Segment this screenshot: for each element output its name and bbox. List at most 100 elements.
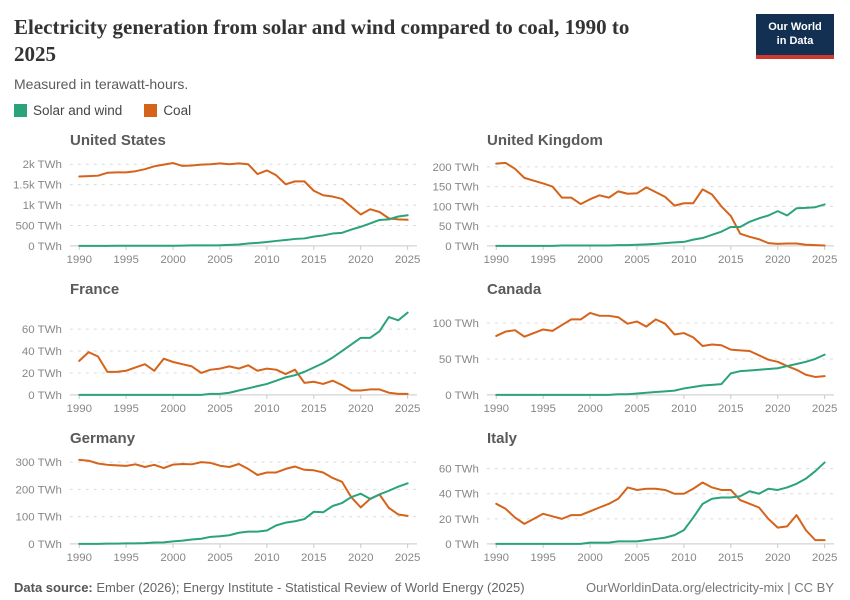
x-axis-label: 2005 (207, 551, 233, 563)
coal-line (78, 161, 409, 221)
chart-svg-germany: 0 TWh 100 TWh 200 TWh 300 TWh 1990 1995 2000 20… (16, 457, 421, 564)
chart-panel-canada: Canada 0 TWh 50 TWh 100 TWh 1990 1995 2000 200… (431, 277, 840, 423)
x-axis-label: 1995 (530, 253, 556, 265)
x-axis-label: 1990 (483, 551, 509, 563)
y-axis-label: 0 TWh (28, 241, 62, 253)
owid-logo[interactable]: Our World in Data (756, 14, 834, 59)
data-source-text: Data source: Ember (2026); Energy Instit… (14, 579, 525, 595)
y-axis-label: 20 TWh (22, 368, 62, 380)
x-axis-label: 2000 (577, 551, 603, 563)
y-axis-label: 150 TWh (433, 181, 479, 193)
chart-panel-united-kingdom: United Kingdom 0 TWh 50 TWh 100 TWh 150 TWh… (431, 128, 840, 274)
y-axis-label: 100 TWh (433, 318, 479, 330)
solar-wind-line (78, 311, 409, 396)
x-axis-label: 2015 (718, 551, 744, 563)
y-axis-label: 200 TWh (433, 161, 479, 173)
chart-subtitle: Measured in terawatt-hours. (14, 75, 189, 92)
chart-panel-france: France 0 TWh 20 TWh 40 TWh 60 TWh 1990 1995 20… (14, 277, 423, 423)
x-axis-label: 2010 (254, 253, 280, 265)
y-axis-label: 40 TWh (439, 488, 479, 500)
owid-url-link[interactable]: OurWorldinData.org/electricity-mix | CC … (585, 579, 834, 595)
x-axis-label: 1995 (530, 402, 556, 414)
panel-title-united-states: United States (70, 131, 166, 149)
y-axis-label: 2k TWh (23, 159, 62, 171)
chart-svg-united-states: 0 TWh 500 TWh 1k TWh 1.5k TWh 2k TWh 1990 1995… (14, 159, 421, 266)
x-axis-label: 1990 (66, 253, 92, 265)
y-axis-label: 1.5k TWh (14, 179, 62, 191)
y-axis-label: 100 TWh (16, 511, 62, 523)
y-axis-label: 0 TWh (445, 390, 479, 402)
x-axis-label: 2020 (348, 551, 374, 563)
owid-logo-line2: in Data (776, 35, 814, 47)
x-axis-label: 2020 (348, 253, 374, 265)
x-axis-label: 2015 (301, 253, 327, 265)
x-axis-label: 2010 (254, 551, 280, 563)
x-axis-label: 2000 (577, 253, 603, 265)
x-axis-label: 2015 (301, 551, 327, 563)
chart-svg-canada: 0 TWh 50 TWh 100 TWh 1990 1995 2000 2005 2010 20… (433, 311, 838, 414)
y-axis-label: 0 TWh (28, 390, 62, 402)
small-multiples-grid: United States 0 TWh 500 TWh 1k TWh 1.5k TWh… (14, 128, 837, 572)
x-axis-label: 2020 (765, 551, 791, 563)
x-axis-label: 2010 (254, 402, 280, 414)
x-axis-label: 2005 (624, 253, 650, 265)
x-axis-label: 2025 (395, 551, 421, 563)
x-axis-label: 1995 (113, 551, 139, 563)
solar-wind-line (495, 353, 826, 396)
coal-line (78, 458, 409, 517)
x-axis-label: 2020 (765, 253, 791, 265)
footer: Data source: Ember (2026); Energy Instit… (14, 580, 834, 595)
x-axis-label: 1990 (66, 402, 92, 414)
solar-wind-line (495, 461, 826, 545)
x-axis-label: 2000 (160, 402, 186, 414)
y-axis-label: 60 TWh (439, 463, 479, 475)
x-axis-label: 2025 (812, 253, 838, 265)
legend: Solar and wind Coal (14, 103, 834, 118)
panel-title-france: France (70, 280, 120, 298)
chart-svg-italy: 0 TWh 20 TWh 40 TWh 60 TWh 1990 1995 2000 2005 2… (439, 461, 838, 563)
x-axis-label: 2005 (624, 402, 650, 414)
coal-line (495, 161, 826, 247)
x-axis-label: 1990 (483, 402, 509, 414)
y-axis-label: 50 TWh (439, 221, 479, 233)
legend-label-coal: Coal (163, 102, 192, 118)
x-axis-label: 2000 (160, 253, 186, 265)
panel-title-germany: Germany (70, 429, 136, 447)
page-title: Electricity generation from solar and wi… (14, 15, 630, 67)
chart-panel-united-states: United States 0 TWh 500 TWh 1k TWh 1.5k TWh… (14, 128, 423, 274)
x-axis-label: 1995 (113, 253, 139, 265)
x-axis-label: 2000 (577, 402, 603, 414)
y-axis-label: 50 TWh (439, 354, 479, 366)
coal-swatch-icon (144, 103, 158, 117)
legend-item-coal: Coal (144, 103, 191, 118)
x-axis-label: 2010 (671, 402, 697, 414)
x-axis-label: 2020 (348, 402, 374, 414)
y-axis-label: 500 TWh (16, 220, 62, 232)
chart-panel-italy: Italy 0 TWh 20 TWh 40 TWh 60 TWh 1990 1995 200… (431, 426, 840, 572)
y-axis-label: 300 TWh (16, 457, 62, 469)
panel-title-united-kingdom: United Kingdom (487, 131, 603, 149)
x-axis-label: 2025 (395, 402, 421, 414)
x-axis-label: 2015 (301, 402, 327, 414)
chart-svg-france: 0 TWh 20 TWh 40 TWh 60 TWh 1990 1995 2000 2005 2… (22, 311, 421, 414)
y-axis-label: 1k TWh (23, 200, 62, 212)
x-axis-label: 2025 (812, 402, 838, 414)
x-axis-label: 1990 (66, 551, 92, 563)
x-axis-label: 2015 (718, 402, 744, 414)
x-axis-label: 2010 (671, 253, 697, 265)
coal-line (495, 481, 826, 541)
x-axis-label: 1990 (483, 253, 509, 265)
x-axis-label: 2005 (207, 402, 233, 414)
solar-and-wind-swatch-icon (14, 103, 27, 117)
x-axis-label: 2000 (160, 551, 186, 563)
y-axis-label: 20 TWh (439, 513, 479, 525)
x-axis-label: 2025 (395, 253, 421, 265)
panel-title-italy: Italy (487, 429, 518, 447)
x-axis-label: 1995 (530, 551, 556, 563)
x-axis-label: 2025 (812, 551, 838, 563)
y-axis-label: 0 TWh (445, 241, 479, 253)
panel-title-canada: Canada (487, 280, 542, 298)
x-axis-label: 2020 (765, 402, 791, 414)
x-axis-label: 2005 (624, 551, 650, 563)
